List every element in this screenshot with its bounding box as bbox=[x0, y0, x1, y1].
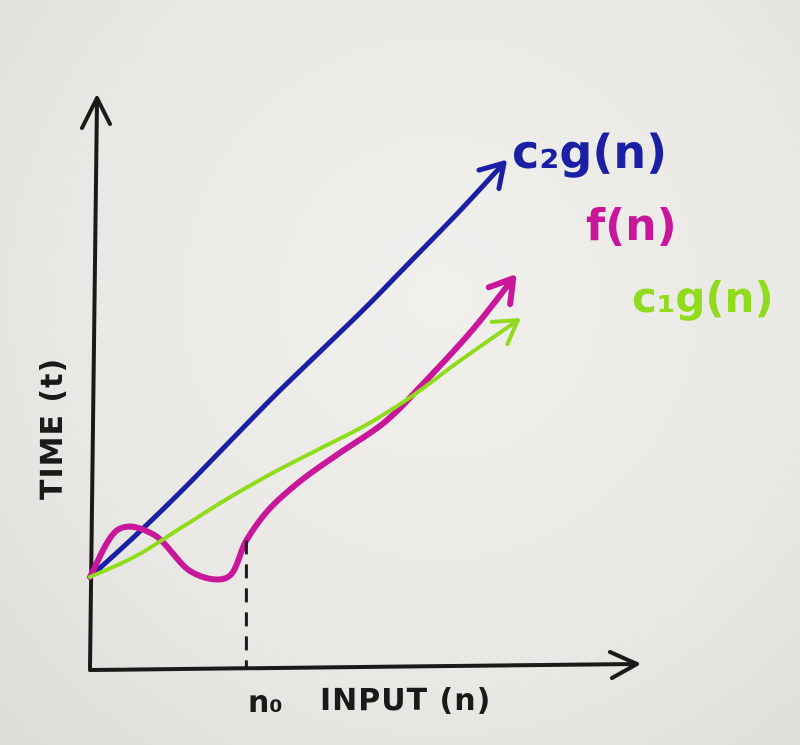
series-label-c1gn: c₁g(n) bbox=[632, 273, 774, 322]
y-axis-label: TIME (t) bbox=[35, 358, 70, 500]
c1gn-curve-arrowhead bbox=[489, 318, 520, 347]
c2gn-curve bbox=[87, 160, 507, 580]
n0-label: n₀ bbox=[248, 685, 283, 720]
y-axis bbox=[88, 98, 99, 670]
fn-curve bbox=[87, 275, 517, 583]
series-label-fn: f(n) bbox=[586, 200, 677, 251]
x-axis-arrowhead bbox=[608, 650, 639, 680]
c1gn-curve bbox=[88, 318, 520, 579]
x-axis bbox=[88, 662, 638, 672]
x-axis-label: INPUT (n) bbox=[320, 683, 491, 718]
y-axis-arrowhead bbox=[80, 96, 112, 130]
fn-curve-arrowhead bbox=[485, 275, 517, 308]
c2gn-curve-arrowhead bbox=[476, 160, 507, 192]
series-label-c2gn: c₂g(n) bbox=[512, 125, 667, 179]
